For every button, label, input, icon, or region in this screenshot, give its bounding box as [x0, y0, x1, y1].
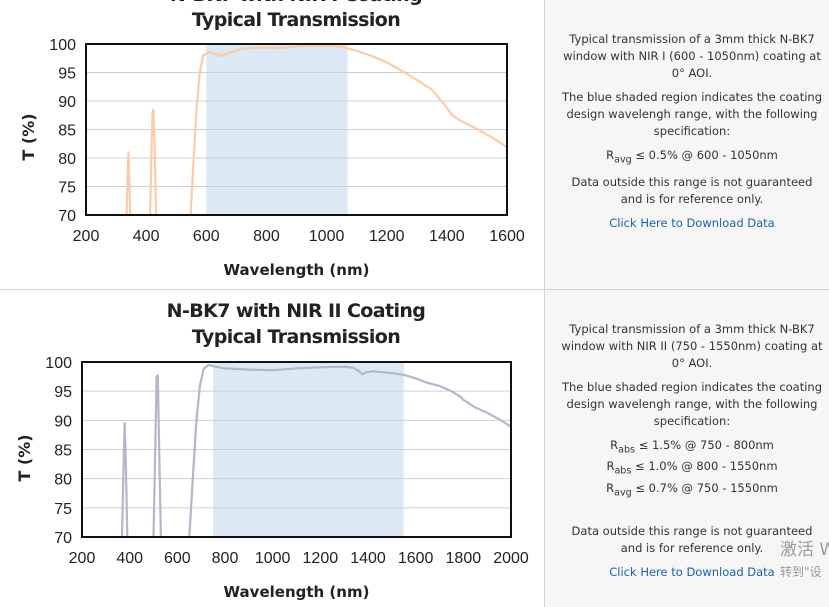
description-cell-nir-2: Typical transmission of a 3mm thick N-BK…: [544, 290, 829, 607]
download-data-link[interactable]: Click Here to Download Data: [609, 564, 775, 579]
y-tick-label: 95: [58, 66, 76, 83]
description-disclaimer: Data outside this range is not guarantee…: [571, 175, 813, 207]
y-axis-label: T (%): [15, 434, 34, 481]
transmission-line: [120, 422, 129, 537]
x-axis-label: Wavelength (nm): [224, 261, 370, 279]
chart-subtitle: Typical Transmission: [192, 326, 400, 348]
spec-value: ≤ 0.5% @ 600 - 1050nm: [635, 148, 778, 162]
y-tick-label: 75: [54, 501, 72, 518]
y-tick-label: 90: [58, 94, 76, 111]
y-tick-label: 70: [54, 530, 72, 547]
chart-cell-nir-1: 70 75 80 85 90 95 100 200 400 600 800 1000 1200 1400 1…: [0, 0, 544, 289]
chart-title: N-BK7 with NIR I Coating: [170, 0, 422, 6]
row-divider: [0, 289, 829, 290]
description-nir-2: Typical transmission of a 3mm thick N-BK…: [559, 321, 825, 581]
x-tick-label: 800: [212, 550, 239, 567]
y-tick-label: 80: [54, 472, 72, 489]
transmission-line: [152, 374, 162, 537]
spec-line: Ravg ≤ 0.7% @ 750 - 1550nm: [559, 480, 825, 501]
description-disclaimer: Data outside this range is not guarantee…: [571, 523, 813, 555]
x-tick-label: 400: [116, 550, 143, 567]
y-tick-label: 70: [58, 208, 76, 225]
spec-list: Rabs ≤ 1.5% @ 750 - 800nm Rabs ≤ 1.0% @ …: [559, 437, 825, 501]
x-tick-label: 200: [69, 550, 96, 567]
y-tick-label: 80: [58, 151, 76, 168]
description-cell-nir-1: Typical transmission of a 3mm thick N-BK…: [544, 0, 829, 289]
y-tick-label: 95: [54, 384, 72, 401]
description-shaded-note: The blue shaded region indicates the coa…: [561, 90, 823, 138]
y-tick-label: 100: [45, 355, 72, 372]
x-tick-label: 800: [253, 228, 280, 245]
spec-symbol: R: [610, 438, 619, 452]
chart-title: N-BK7 with NIR II Coating: [167, 300, 426, 322]
plot-frame: [81, 361, 512, 538]
x-tick-label: 1000: [255, 550, 291, 567]
x-tick-label: 2000: [493, 550, 529, 567]
spec-line: Rabs ≤ 1.5% @ 750 - 800nm: [559, 437, 825, 458]
spec-subscript: avg: [614, 154, 632, 166]
chart-cell-nir-2: 70 75 80 85 90 95 100 200 400 600 800 1000 1200 1400 1…: [0, 290, 544, 607]
x-tick-label: 1400: [429, 228, 465, 245]
spec-subscript: abs: [614, 465, 632, 477]
chart-row-nir-1: 70 75 80 85 90 95 100 200 400 600 800 1000 1200 1400 1…: [0, 0, 829, 289]
x-tick-label: 600: [193, 228, 220, 245]
transmission-line: [125, 151, 132, 215]
os-activation-watermark: 激活 W 转到"设: [780, 540, 829, 580]
chart-subtitle: Typical Transmission: [192, 9, 400, 31]
x-tick-label: 1200: [303, 550, 339, 567]
description-shaded-note: The blue shaded region indicates the coa…: [561, 380, 823, 428]
watermark-line-1: 激活 W: [780, 540, 829, 560]
y-tick-label: 85: [58, 123, 76, 140]
x-tick-label: 1600: [489, 228, 525, 245]
x-tick-label: 1200: [369, 228, 405, 245]
x-axis-label: Wavelength (nm): [224, 583, 370, 601]
y-tick-label: 85: [54, 443, 72, 460]
transmission-line: [149, 108, 158, 215]
description-intro: Typical transmission of a 3mm thick N-BK…: [561, 322, 823, 370]
spec-line: Ravg ≤ 0.5% @ 600 - 1050nm: [559, 147, 825, 168]
spec-value: ≤ 1.0% @ 800 - 1550nm: [635, 459, 778, 474]
y-tick-label: 90: [54, 413, 72, 430]
y-axis-label: T (%): [19, 113, 38, 160]
spec-line: Rabs ≤ 1.0% @ 800 - 1550nm: [559, 458, 825, 479]
spec-symbol: R: [606, 148, 615, 162]
y-tick-label: 75: [58, 180, 76, 197]
x-tick-label: 400: [133, 228, 160, 245]
spec-value: ≤ 0.7% @ 750 - 1550nm: [635, 480, 778, 495]
chart-nir-2: 70 75 80 85 90 95 100 200 400 600 800 1000 1200 1400 1…: [15, 300, 529, 601]
watermark-line-2: 转到"设: [780, 565, 822, 579]
y-tick-label: 100: [49, 37, 76, 54]
x-tick-label: 1800: [446, 550, 482, 567]
transmission-line: [188, 363, 511, 537]
spec-value: ≤ 1.5% @ 750 - 800nm: [638, 438, 774, 452]
spec-subscript: abs: [618, 444, 636, 456]
download-data-link[interactable]: Click Here to Download Data: [609, 216, 775, 231]
x-tick-label: 200: [73, 228, 100, 245]
chart-row-nir-2: 70 75 80 85 90 95 100 200 400 600 800 1000 1200 1400 1…: [0, 290, 829, 607]
plot-frame: [85, 43, 508, 216]
x-tick-label: 1400: [350, 550, 386, 567]
transmission-line: [189, 44, 507, 215]
spec-symbol: R: [606, 480, 615, 495]
description-nir-1: Typical transmission of a 3mm thick N-BK…: [559, 31, 825, 232]
spec-subscript: avg: [614, 486, 632, 498]
x-tick-label: 1000: [309, 228, 345, 245]
chart-nir-1: 70 75 80 85 90 95 100 200 400 600 800 1000 1200 1400 1…: [19, 0, 525, 279]
spec-list: Ravg ≤ 0.5% @ 600 - 1050nm: [559, 147, 825, 168]
spec-symbol: R: [606, 459, 615, 474]
x-tick-label: 1600: [398, 550, 434, 567]
x-tick-label: 600: [164, 550, 191, 567]
description-intro: Typical transmission of a 3mm thick N-BK…: [563, 32, 821, 80]
